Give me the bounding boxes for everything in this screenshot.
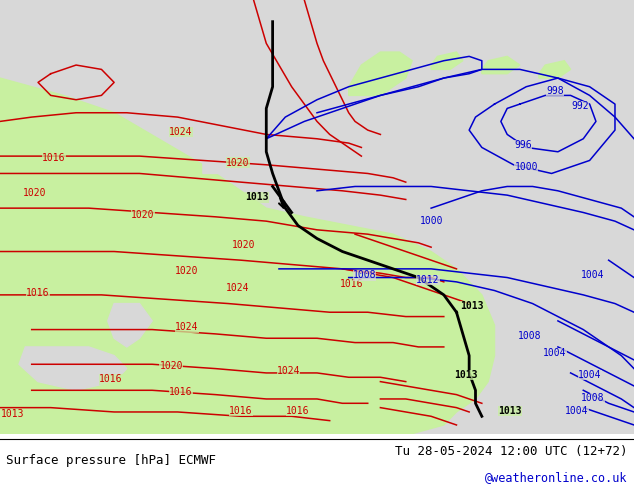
Text: 1008: 1008 xyxy=(517,331,541,341)
Text: 1020: 1020 xyxy=(175,266,199,276)
Polygon shape xyxy=(539,61,571,78)
Text: 1020: 1020 xyxy=(23,188,47,198)
Text: 996: 996 xyxy=(514,140,532,150)
Text: 1004: 1004 xyxy=(543,348,567,358)
Text: 1020: 1020 xyxy=(131,210,155,220)
Text: 1000: 1000 xyxy=(419,216,443,226)
Text: 1004: 1004 xyxy=(565,406,589,416)
Text: 1020: 1020 xyxy=(232,240,256,250)
Polygon shape xyxy=(349,52,412,96)
Polygon shape xyxy=(431,52,463,70)
Text: 1004: 1004 xyxy=(581,270,605,280)
Text: 1016: 1016 xyxy=(42,153,66,163)
Polygon shape xyxy=(19,347,127,390)
Text: 1016: 1016 xyxy=(286,406,310,416)
Text: 1008: 1008 xyxy=(353,270,377,280)
Text: 1024: 1024 xyxy=(175,322,199,332)
Polygon shape xyxy=(482,56,520,74)
Polygon shape xyxy=(0,0,634,195)
Text: 1024: 1024 xyxy=(169,127,193,137)
Text: 1024: 1024 xyxy=(226,283,250,294)
Text: 1013: 1013 xyxy=(498,406,522,416)
Text: 1008: 1008 xyxy=(581,393,605,403)
Text: 992: 992 xyxy=(571,101,589,111)
Text: 1013: 1013 xyxy=(460,301,484,311)
Text: Surface pressure [hPa] ECMWF: Surface pressure [hPa] ECMWF xyxy=(6,454,216,467)
Text: 1016: 1016 xyxy=(340,279,364,289)
Text: 1020: 1020 xyxy=(159,362,183,371)
Text: 1020: 1020 xyxy=(226,158,250,168)
Text: 1016: 1016 xyxy=(99,374,123,385)
Polygon shape xyxy=(203,139,241,173)
Text: 998: 998 xyxy=(546,86,564,96)
Text: 1000: 1000 xyxy=(514,162,538,172)
Text: 1013: 1013 xyxy=(454,370,478,380)
Text: 1016: 1016 xyxy=(26,288,50,298)
Polygon shape xyxy=(108,304,152,347)
Text: 1012: 1012 xyxy=(416,275,440,285)
Polygon shape xyxy=(0,78,495,434)
Text: @weatheronline.co.uk: @weatheronline.co.uk xyxy=(485,471,628,484)
Text: Tu 28-05-2024 12:00 UTC (12+72): Tu 28-05-2024 12:00 UTC (12+72) xyxy=(395,445,628,458)
Text: 1016: 1016 xyxy=(169,388,193,397)
Text: 1016: 1016 xyxy=(229,406,253,416)
Text: 1013: 1013 xyxy=(1,409,25,419)
Text: 1024: 1024 xyxy=(276,366,301,376)
Polygon shape xyxy=(222,96,634,260)
Text: 1004: 1004 xyxy=(578,370,602,380)
Text: 1013: 1013 xyxy=(245,192,269,202)
